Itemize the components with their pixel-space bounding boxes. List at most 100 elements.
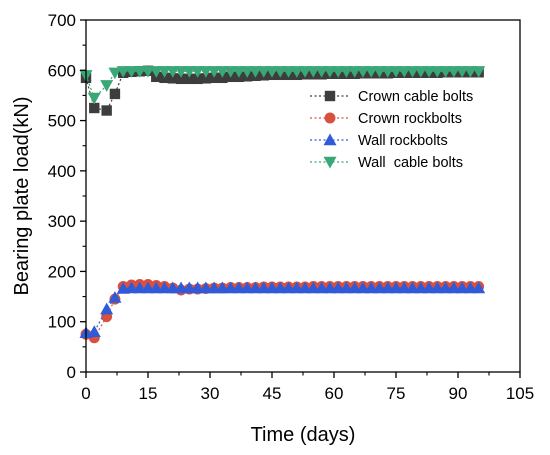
- data-point: [174, 281, 188, 294]
- legend-label: Wall cable bolts: [358, 155, 463, 171]
- data-point: [381, 66, 395, 78]
- legend-label: Crown rockbolts: [358, 111, 462, 127]
- legend-marker: [324, 112, 336, 124]
- data-point: [463, 66, 477, 78]
- data-point: [175, 73, 187, 85]
- data-point: [463, 281, 477, 294]
- data-point: [158, 281, 172, 294]
- data-point: [199, 281, 213, 294]
- x-tick-label: 0: [81, 384, 90, 403]
- data-point: [447, 66, 461, 78]
- data-point: [232, 281, 246, 294]
- data-point: [439, 281, 453, 294]
- data-point: [215, 281, 229, 294]
- data-point: [208, 72, 220, 84]
- y-tick-label: 200: [48, 262, 76, 281]
- data-point: [315, 66, 329, 78]
- data-point: [159, 72, 170, 84]
- data-point: [141, 281, 155, 294]
- data-point: [306, 281, 320, 294]
- data-point: [167, 73, 178, 84]
- data-point: [430, 281, 444, 294]
- x-axis-title: Time (days): [251, 424, 356, 446]
- x-tick-label: 15: [139, 384, 158, 403]
- data-point: [472, 66, 486, 78]
- series-group: [79, 66, 486, 105]
- data-point: [166, 281, 180, 294]
- legend-marker: [324, 90, 336, 102]
- y-tick-label: 400: [48, 162, 76, 181]
- data-point: [200, 73, 212, 84]
- legend-marker: [323, 156, 337, 169]
- y-tick-label: 700: [48, 11, 76, 30]
- data-point: [158, 66, 172, 78]
- data-point: [381, 281, 395, 294]
- data-point: [331, 66, 345, 78]
- data-point: [356, 66, 370, 78]
- data-point: [149, 281, 163, 294]
- data-point: [430, 66, 444, 78]
- data-point: [184, 73, 195, 85]
- data-point: [447, 281, 461, 294]
- data-point: [89, 102, 100, 114]
- x-tick-label: 90: [449, 384, 468, 403]
- data-point: [397, 66, 411, 78]
- data-point: [141, 66, 155, 78]
- data-point: [108, 67, 122, 80]
- data-point: [207, 281, 221, 294]
- data-point: [248, 66, 262, 78]
- data-point: [323, 281, 337, 294]
- data-point: [397, 281, 411, 294]
- data-point: [101, 105, 112, 116]
- data-point: [182, 281, 196, 294]
- data-point: [191, 66, 205, 78]
- data-point: [282, 66, 296, 78]
- data-point: [215, 66, 229, 78]
- data-point: [124, 66, 138, 78]
- legend-label: Wall rockbolts: [358, 133, 448, 149]
- data-point: [455, 281, 469, 294]
- data-point: [372, 66, 386, 78]
- data-point: [282, 281, 296, 294]
- data-point: [100, 302, 114, 315]
- data-point: [133, 66, 147, 78]
- data-point: [372, 281, 386, 294]
- data-point: [273, 281, 287, 294]
- data-point: [133, 281, 147, 294]
- data-point: [240, 281, 254, 294]
- data-point: [207, 66, 221, 78]
- data-point: [439, 66, 453, 78]
- data-point: [389, 281, 403, 294]
- data-point: [224, 281, 238, 294]
- data-point: [174, 66, 188, 78]
- data-point: [364, 281, 378, 294]
- legend-marker: [323, 133, 337, 146]
- data-point: [273, 66, 287, 78]
- y-tick-label: 100: [48, 313, 76, 332]
- legend-label: Crown cable bolts: [358, 89, 473, 105]
- data-point: [406, 66, 420, 78]
- data-point: [331, 281, 345, 294]
- data-point: [422, 281, 436, 294]
- x-tick-label: 30: [201, 384, 220, 403]
- data-point: [265, 281, 279, 294]
- data-point: [356, 281, 370, 294]
- data-point: [298, 66, 312, 78]
- data-point: [257, 281, 271, 294]
- data-point: [108, 291, 122, 303]
- data-point: [315, 281, 329, 294]
- data-point: [389, 66, 403, 78]
- data-point: [472, 281, 486, 294]
- data-point: [87, 92, 101, 105]
- data-point: [339, 281, 353, 294]
- data-point: [199, 66, 213, 78]
- data-point: [166, 66, 180, 78]
- data-point: [455, 66, 469, 78]
- data-point: [149, 66, 163, 78]
- y-tick-label: 500: [48, 112, 76, 131]
- y-tick-label: 300: [48, 212, 76, 231]
- data-point: [414, 66, 428, 78]
- data-point: [248, 281, 262, 294]
- data-point: [182, 66, 196, 78]
- x-tick-label: 75: [387, 384, 406, 403]
